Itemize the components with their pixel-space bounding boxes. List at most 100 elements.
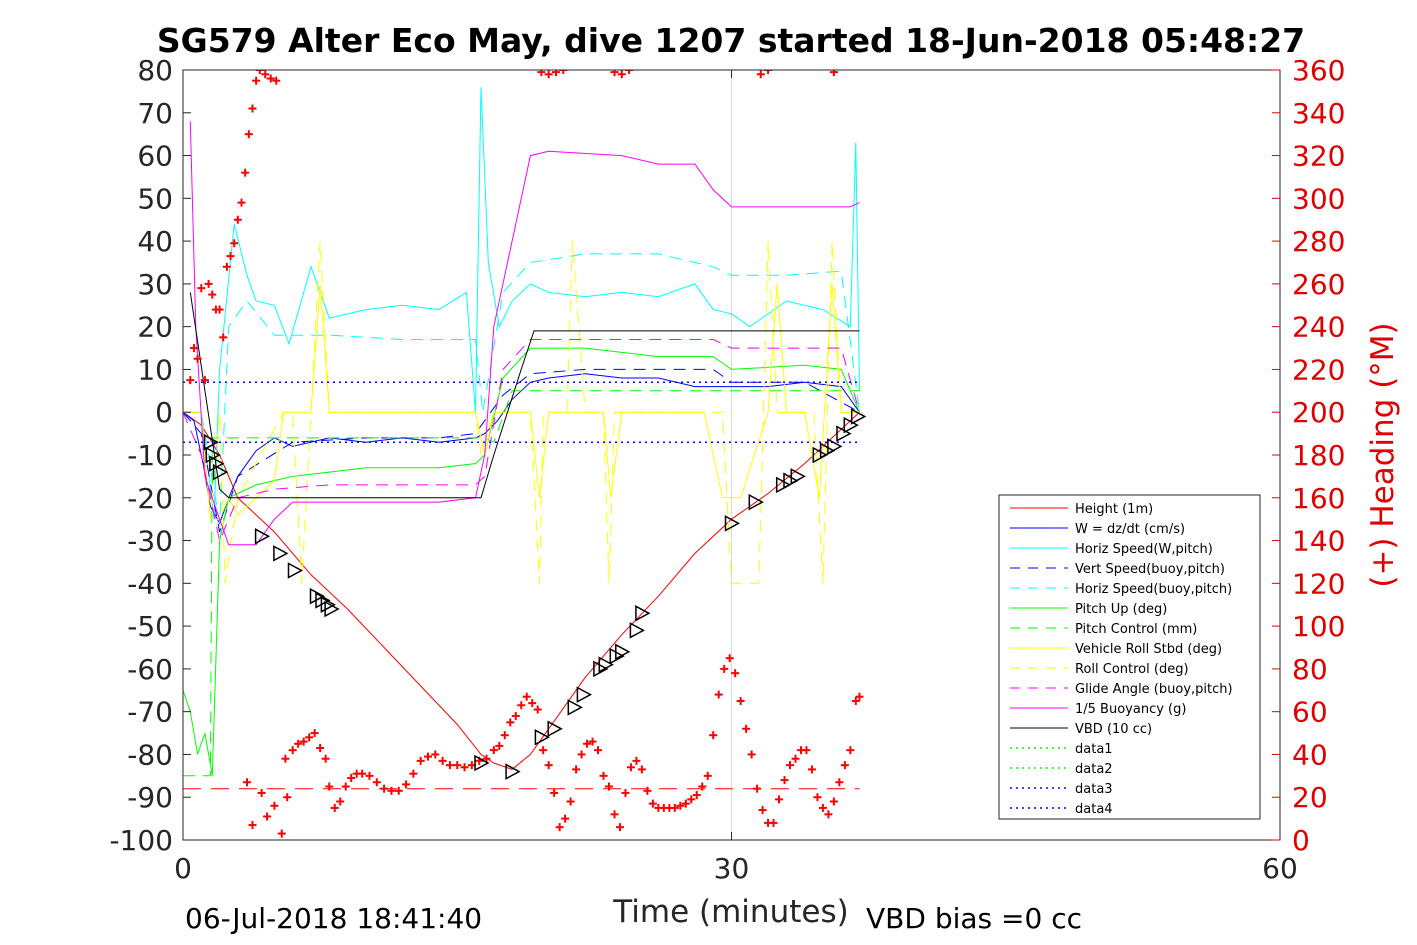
y-tick-label: -80	[127, 738, 173, 771]
heading-marker	[537, 70, 546, 77]
y2-tick-label: 80	[1292, 653, 1328, 686]
heading-marker	[594, 746, 603, 755]
heading-marker	[742, 724, 751, 733]
y-tick-label: 30	[137, 268, 173, 301]
heading-marker	[681, 799, 690, 808]
legend-label: W = dz/dt (cm/s)	[1075, 522, 1185, 537]
heading-marker	[753, 784, 762, 793]
triangle-marker	[827, 438, 843, 455]
heading-marker	[648, 799, 657, 808]
y-tick-label: -100	[109, 824, 173, 857]
x-tick-label: 60	[1262, 852, 1298, 885]
y-tick-label: 70	[137, 97, 173, 130]
heading-marker	[330, 803, 339, 812]
triangle-marker	[748, 493, 764, 511]
y2-tick-label: 300	[1292, 182, 1345, 215]
triangle-marker	[576, 686, 592, 703]
triangle-marker	[615, 643, 631, 661]
heading-marker	[263, 812, 272, 821]
heading-marker	[244, 130, 253, 139]
heading-marker	[528, 699, 537, 708]
heading-marker	[517, 701, 526, 710]
heading-marker	[615, 823, 624, 832]
heading-marker	[222, 262, 231, 271]
triangle-marker	[320, 596, 336, 613]
heading-marker	[692, 791, 701, 800]
legend-label: Glide Angle (buoy,pitch)	[1075, 682, 1233, 697]
heading-marker	[725, 654, 734, 663]
series-line-pitch-up-deg	[183, 347, 860, 776]
series-line-height-1m	[183, 411, 860, 770]
heading-marker	[626, 763, 635, 772]
heading-marker	[500, 731, 509, 740]
heading-marker	[489, 746, 498, 755]
series-line-glide-angle-buoy-pitch	[183, 339, 860, 543]
heading-marker	[676, 801, 685, 810]
heading-marker	[522, 692, 531, 701]
heading-marker	[257, 788, 266, 797]
y-tick-label: 10	[137, 353, 173, 386]
heading-marker	[193, 354, 202, 363]
series-line-vbd-10-cc	[189, 292, 860, 499]
heading-marker	[758, 806, 767, 815]
y-tick-label: -20	[127, 482, 173, 515]
series-line-horiz-speed-buoy-pitch	[183, 253, 860, 524]
triangle-marker	[850, 408, 867, 425]
triangle-marker	[775, 476, 792, 494]
heading-marker	[835, 778, 844, 787]
y-tick-label: -70	[127, 696, 173, 729]
heading-marker	[294, 739, 303, 748]
legend-label: Horiz Speed(W,pitch)	[1075, 542, 1213, 557]
heading-marker	[365, 771, 374, 780]
heading-marker	[189, 344, 198, 353]
triangle-marker	[547, 720, 563, 738]
heading-marker	[736, 696, 745, 705]
triangle-marker	[593, 660, 609, 678]
heading-marker	[807, 765, 816, 774]
heading-marker	[402, 780, 411, 789]
heading-marker	[559, 70, 568, 74]
heading-marker	[200, 376, 209, 385]
heading-marker	[423, 752, 432, 761]
series-line-vert-speed-buoy-pitch	[183, 368, 860, 533]
heading-marker	[786, 761, 795, 770]
triangle-marker	[324, 600, 340, 618]
heading-marker	[495, 741, 504, 750]
legend-label: data3	[1075, 782, 1113, 797]
heading-marker	[380, 784, 389, 793]
heading-marker	[769, 818, 778, 827]
heading-marker	[617, 70, 626, 79]
heading-marker	[204, 279, 213, 288]
y-tick-label: -50	[127, 610, 173, 643]
y-tick-label: -10	[127, 439, 173, 472]
heading-marker	[840, 761, 849, 770]
triangle-marker	[254, 528, 271, 545]
legend-label: Vert Speed(buoy,pitch)	[1075, 562, 1225, 577]
heading-marker	[544, 70, 553, 79]
heading-marker	[277, 829, 286, 838]
heading-marker	[703, 771, 712, 780]
series-line-pitch-control-mm	[183, 390, 860, 777]
heading-marker	[599, 771, 608, 780]
y2-tick-label: 0	[1292, 824, 1310, 857]
x-tick-label: 0	[174, 852, 192, 885]
heading-marker	[431, 750, 440, 759]
heading-marker	[714, 690, 723, 699]
y-tick-label: -60	[127, 653, 173, 686]
heading-marker	[255, 70, 264, 74]
legend-label: 1/5 Buoyancy (g)	[1075, 702, 1186, 717]
triangle-marker	[790, 468, 806, 485]
heading-marker	[321, 754, 330, 763]
heading-marker	[237, 198, 246, 207]
triangle-marker	[203, 433, 219, 451]
heading-marker	[387, 786, 396, 795]
legend-label: data4	[1075, 802, 1113, 817]
heading-marker	[764, 70, 773, 74]
triangle-marker	[812, 446, 828, 464]
axis-ticks: 80706050403020100-10-20-30-40-50-60-70-8…	[109, 54, 1345, 885]
heading-marker	[511, 711, 520, 720]
heading-marker	[637, 765, 646, 774]
series-line-horiz-speed-w-pitch	[183, 87, 860, 520]
heading-marker	[855, 692, 864, 701]
